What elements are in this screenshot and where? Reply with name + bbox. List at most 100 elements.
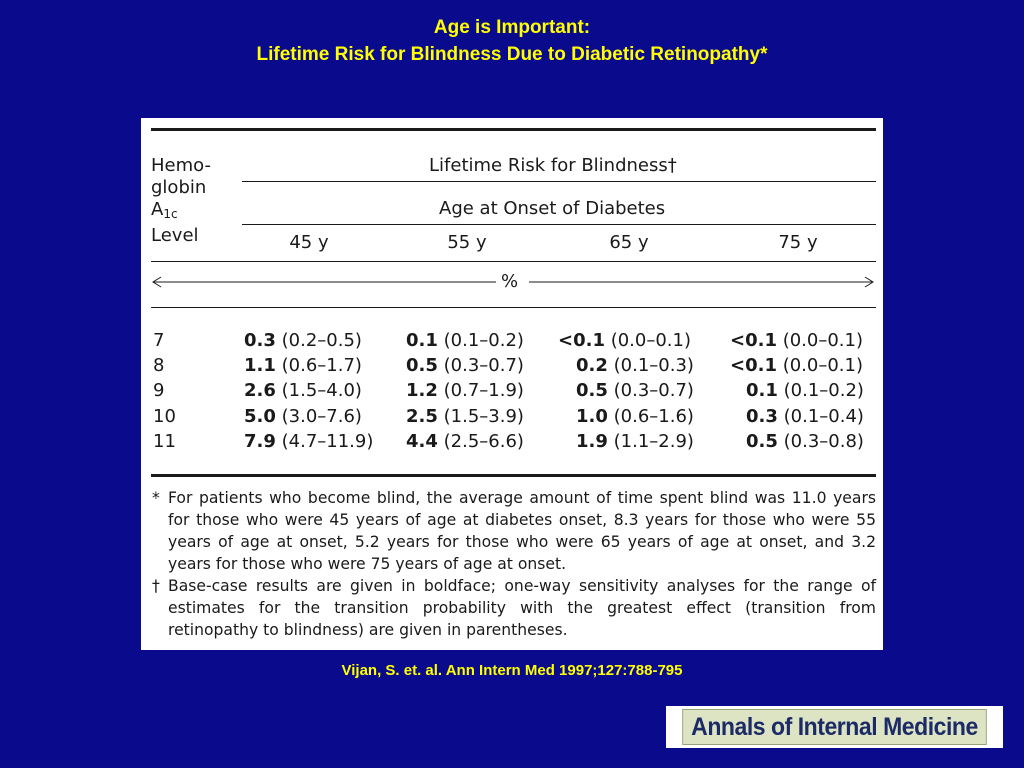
row-level: 9 — [153, 380, 165, 402]
cell-range: (0.2–0.5) — [281, 330, 362, 351]
row-level: 10 — [153, 405, 176, 427]
cell-range: (0.1–0.3) — [613, 355, 694, 377]
col-45y: 45 y — [289, 232, 329, 253]
cell-range: (1.5–3.9) — [443, 405, 524, 427]
cell-range: (1.1–2.9) — [613, 430, 694, 452]
col-75y: 75 y — [778, 232, 818, 253]
cell-value: 7.9 — [244, 430, 276, 452]
cell-value: 0.5 — [746, 430, 778, 452]
cell-value: 0.1 — [746, 380, 778, 402]
cell-range: (0.3–0.8) — [783, 430, 864, 452]
spanner-age: Age at Onset of Diabetes — [439, 198, 666, 219]
bottom-rule — [151, 474, 876, 477]
table-row: 7 0.3 (0.2–0.5) 0.1 (0.1–0.2) <0.1 (0.0–… — [141, 330, 883, 355]
stub-head-line-4: Level — [151, 225, 199, 246]
footnote-1-mark: * — [152, 489, 160, 507]
cell-range: (0.0–0.1) — [782, 355, 863, 377]
cell-range: (0.6–1.6) — [613, 405, 694, 427]
cell-range: (0.6–1.7) — [281, 355, 362, 377]
cell-range: (0.7–1.9) — [443, 380, 524, 402]
cell-value: 1.9 — [576, 430, 608, 452]
footnote-1-text: For patients who become blind, the avera… — [168, 489, 876, 573]
cell: 7.9 (4.7–11.9) — [244, 431, 373, 452]
cell: 5.0 (3.0–7.6) — [244, 406, 362, 427]
table-row: 9 2.6 (1.5–4.0) 1.2 (0.7–1.9) 0.5 (0.3–0… — [141, 380, 883, 405]
unit-rule — [151, 307, 876, 308]
cell: 0.3 (0.2–0.5) — [244, 330, 362, 351]
percent-arrow-row: % — [151, 271, 876, 292]
cell-value: <0.1 — [730, 355, 777, 377]
col-55y: 55 y — [447, 232, 487, 253]
cell-range: (0.3–0.7) — [613, 380, 694, 402]
cell: 1.1 (0.6–1.7) — [244, 355, 362, 376]
cell-range: (0.1–0.2) — [443, 330, 524, 351]
cell-value: <0.1 — [730, 330, 777, 351]
stub-head-a: A — [151, 199, 164, 220]
cell-value: 1.0 — [576, 405, 608, 427]
footnotes: * For patients who become blind, the ave… — [152, 487, 876, 641]
cell: 1.9 (1.1–2.9) — [576, 431, 694, 452]
cell: 0.2 (0.1–0.3) — [576, 355, 694, 376]
cell: 4.4 (2.5–6.6) — [406, 431, 524, 452]
cell-value: 0.5 — [576, 380, 608, 402]
journal-logo: Annals of Internal Medicine — [666, 706, 1003, 748]
spanner-rule-1 — [242, 181, 876, 182]
cell: 1.0 (0.6–1.6) — [576, 406, 694, 427]
row-level: 7 — [153, 330, 165, 351]
stub-head-line-3: A1c — [151, 199, 211, 225]
cell: 0.1 (0.1–0.2) — [746, 380, 864, 401]
top-rule — [151, 128, 876, 131]
citation: Vijan, S. et. al. Ann Intern Med 1997;12… — [341, 662, 683, 679]
cell-value: 0.1 — [406, 330, 438, 351]
cell: 1.2 (0.7–1.9) — [406, 380, 524, 401]
cell-value: 4.4 — [406, 430, 438, 452]
footnote-2-text: Base-case results are given in boldface;… — [168, 577, 876, 639]
table-panel: Hemo- globin A1c Level Lifetime Risk for… — [141, 118, 883, 650]
cell-value: <0.1 — [558, 330, 605, 351]
stub-head-line-1: Hemo- — [151, 155, 211, 176]
stub-head: Hemo- globin A1c Level — [151, 155, 211, 247]
footnote-1: * For patients who become blind, the ave… — [152, 487, 876, 575]
cell-range: (0.0–0.1) — [610, 330, 691, 351]
cell: <0.1 (0.0–0.1) — [730, 330, 863, 351]
table-row: 8 1.1 (0.6–1.7) 0.5 (0.3–0.7) 0.2 (0.1–0… — [141, 355, 883, 380]
title-line-1: Age is Important: — [433, 17, 591, 38]
table-row: 11 7.9 (4.7–11.9) 4.4 (2.5–6.6) 1.9 (1.1… — [141, 431, 883, 456]
cell-value: 0.5 — [406, 355, 438, 377]
cell-value: 5.0 — [244, 405, 276, 427]
spanner-risk: Lifetime Risk for Blindness† — [429, 155, 677, 176]
row-level: 8 — [153, 355, 165, 377]
cell: 0.5 (0.3–0.7) — [576, 380, 694, 401]
footnote-2-mark: † — [152, 577, 160, 595]
stub-head-subscript: 1c — [163, 207, 178, 221]
cell-value: 1.1 — [244, 355, 276, 377]
table-row: 10 5.0 (3.0–7.6) 2.5 (1.5–3.9) 1.0 (0.6–… — [141, 406, 883, 431]
cell-range: (3.0–7.6) — [281, 405, 362, 427]
cell-value: 1.2 — [406, 380, 438, 402]
cell: 0.5 (0.3–0.8) — [746, 431, 864, 452]
cell-value: 2.6 — [244, 380, 276, 402]
double-arrow-icon — [152, 276, 874, 288]
footnote-2: † Base-case results are given in boldfac… — [152, 575, 876, 641]
cell-range: (0.1–0.4) — [783, 405, 864, 427]
unit-label: % — [501, 271, 519, 292]
cell-range: (2.5–6.6) — [443, 430, 524, 452]
cell-range: (1.5–4.0) — [281, 380, 362, 402]
cell-value: 2.5 — [406, 405, 438, 427]
stub-head-line-2: globin — [151, 177, 207, 198]
row-level: 11 — [153, 430, 176, 452]
journal-logo-text: Annals of Internal Medicine — [682, 709, 987, 745]
cell: 0.3 (0.1–0.4) — [746, 406, 864, 427]
table-body: 7 0.3 (0.2–0.5) 0.1 (0.1–0.2) <0.1 (0.0–… — [141, 330, 883, 456]
spanner-rule-2 — [242, 224, 876, 225]
cell-range: (4.7–11.9) — [281, 430, 374, 452]
cell: <0.1 (0.0–0.1) — [730, 355, 863, 376]
cell: 2.5 (1.5–3.9) — [406, 406, 524, 427]
cell-range: (0.3–0.7) — [443, 355, 524, 377]
cell-value: 0.3 — [746, 405, 778, 427]
header-rule — [151, 261, 876, 262]
cell-value: 0.2 — [576, 355, 608, 377]
cell: 0.1 (0.1–0.2) — [406, 330, 524, 351]
cell: <0.1 (0.0–0.1) — [558, 330, 691, 351]
title-line-2: Lifetime Risk for Blindness Due to Diabe… — [256, 44, 768, 65]
